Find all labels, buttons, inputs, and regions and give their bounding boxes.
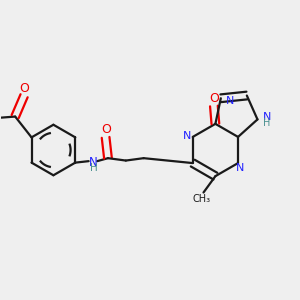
- Text: O: O: [101, 123, 111, 136]
- Text: H: H: [263, 118, 270, 128]
- Text: CH₃: CH₃: [192, 194, 210, 204]
- Text: N: N: [263, 112, 271, 122]
- Text: N: N: [89, 156, 98, 169]
- Text: O: O: [20, 82, 29, 94]
- Text: N: N: [226, 96, 235, 106]
- Text: H: H: [90, 163, 98, 173]
- Text: O: O: [209, 92, 219, 105]
- Text: N: N: [183, 131, 192, 141]
- Text: N: N: [236, 164, 244, 173]
